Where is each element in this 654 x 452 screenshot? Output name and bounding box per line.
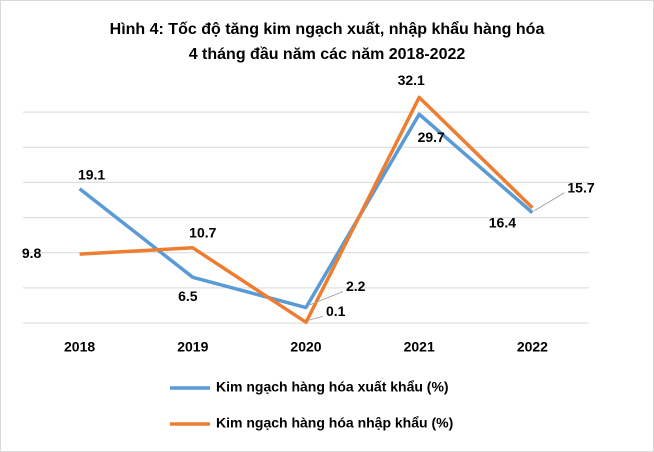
data-label: 0.1: [326, 303, 346, 319]
series-line: [78, 112, 534, 310]
data-label: 32.1: [398, 72, 425, 88]
data-label: 10.7: [189, 224, 216, 240]
x-tick-label: 2019: [177, 339, 208, 355]
data-label: 29.7: [418, 129, 445, 145]
chart-title: 4 tháng đầu năm các năm 2018-2022: [189, 46, 466, 63]
legend-label: Kim ngạch hàng hóa xuất khẩu (%): [216, 379, 449, 395]
data-label: 2.2: [346, 278, 366, 294]
leader-line: [307, 291, 344, 307]
series-line: [79, 95, 534, 325]
data-label: 19.1: [78, 166, 105, 182]
leader-line: [307, 315, 324, 321]
data-label: 9.8: [22, 245, 42, 261]
legend-label: Kim ngạch hàng hóa nhập khẩu (%): [216, 415, 453, 431]
x-tick-label: 2022: [517, 339, 548, 355]
x-tick-label: 2018: [64, 339, 95, 355]
leader-line: [534, 192, 565, 212]
chart-title: Hình 4: Tốc độ tăng kim ngạch xuất, nhập…: [110, 20, 545, 38]
x-tick-label: 2021: [404, 339, 435, 355]
data-label: 6.5: [178, 288, 198, 304]
x-tick-label: 2020: [290, 339, 321, 355]
data-label: 16.4: [489, 214, 516, 230]
data-label: 15.7: [567, 179, 594, 195]
